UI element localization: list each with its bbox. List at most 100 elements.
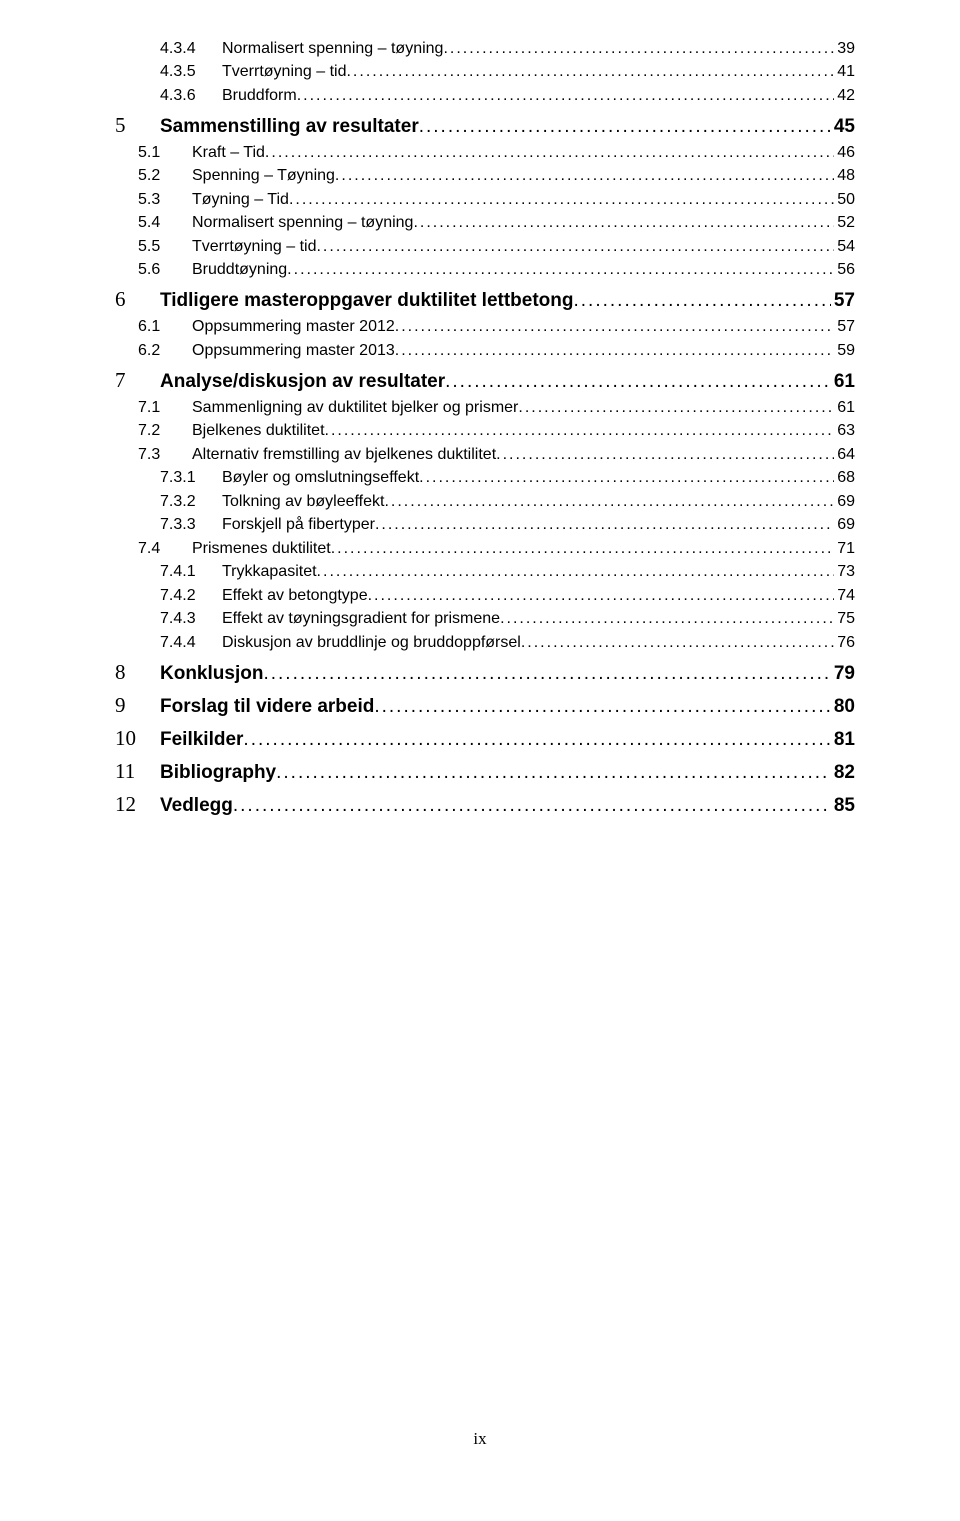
toc-entry-title: Kraft – Tid bbox=[192, 144, 265, 162]
toc-entry-title: Bruddform bbox=[222, 87, 297, 105]
toc-entry-page: 41 bbox=[834, 63, 855, 81]
toc-entry: 4.3.5Tverrtøyning – tid 41 bbox=[115, 63, 855, 81]
toc-entry-number: 10 bbox=[115, 726, 160, 751]
toc-leader-dots bbox=[496, 446, 834, 464]
toc-entry-page: 73 bbox=[834, 563, 855, 581]
toc-entry-title: Konklusjon bbox=[160, 663, 263, 685]
toc-entry: 7.4.3Effekt av tøyningsgradient for pris… bbox=[115, 610, 855, 628]
toc-entry: 5.3Tøyning – Tid 50 bbox=[115, 191, 855, 209]
toc-entry-page: 75 bbox=[834, 610, 855, 628]
toc-entry-title: Prismenes duktilitet bbox=[192, 540, 331, 558]
toc-entry: 7.3.1Bøyler og omslutningseffekt 68 bbox=[115, 469, 855, 487]
toc-entry-page: 57 bbox=[834, 318, 855, 336]
toc-entry-page: 69 bbox=[834, 493, 855, 511]
toc-entry-number: 6 bbox=[115, 287, 160, 312]
toc-entry-page: 54 bbox=[834, 238, 855, 256]
toc-entry-number: 4.3.5 bbox=[160, 63, 222, 81]
toc-entry-title: Tøyning – Tid bbox=[192, 191, 289, 209]
toc-leader-dots bbox=[289, 191, 834, 209]
toc-entry: 4.3.6Bruddform 42 bbox=[115, 87, 855, 105]
toc-entry: 5.2Spenning – Tøyning 48 bbox=[115, 167, 855, 185]
toc-entry-page: 68 bbox=[834, 469, 855, 487]
toc-entry: 7.3Alternativ fremstilling av bjelkenes … bbox=[115, 446, 855, 464]
toc-leader-dots bbox=[263, 663, 830, 685]
toc-entry-number: 12 bbox=[115, 792, 160, 817]
toc-entry-number: 7.3.2 bbox=[160, 493, 222, 511]
toc-leader-dots bbox=[375, 516, 834, 534]
toc-entry: 10Feilkilder 81 bbox=[115, 726, 855, 751]
toc-entry: 6.1Oppsummering master 2012 57 bbox=[115, 318, 855, 336]
toc-entry-number: 5.6 bbox=[138, 261, 192, 279]
toc-entry-page: 59 bbox=[834, 342, 855, 360]
toc-entry-number: 7.4 bbox=[138, 540, 192, 558]
toc-entry-title: Tverrtøyning – tid bbox=[192, 238, 316, 256]
toc-entry-page: 45 bbox=[831, 116, 855, 138]
toc-entry-title: Forslag til videre arbeid bbox=[160, 696, 374, 718]
toc-entry-title: Tolkning av bøyleeffekt bbox=[222, 493, 384, 511]
toc-entry-page: 76 bbox=[834, 634, 855, 652]
toc-leader-dots bbox=[297, 87, 835, 105]
toc-entry-page: 56 bbox=[834, 261, 855, 279]
toc-entry-number: 7.4.4 bbox=[160, 634, 222, 652]
toc-entry-page: 50 bbox=[834, 191, 855, 209]
toc-entry-number: 7.4.2 bbox=[160, 587, 222, 605]
toc-entry-page: 82 bbox=[831, 762, 855, 784]
toc-entry: 5.5Tverrtøyning – tid 54 bbox=[115, 238, 855, 256]
toc-entry-title: Spenning – Tøyning bbox=[192, 167, 335, 185]
toc-entry-title: Bøyler og omslutningseffekt bbox=[222, 469, 419, 487]
toc-leader-dots bbox=[368, 587, 835, 605]
toc-entry-page: 63 bbox=[834, 422, 855, 440]
toc-entry: 11Bibliography 82 bbox=[115, 759, 855, 784]
toc-leader-dots bbox=[346, 63, 834, 81]
toc-entry-title: Analyse/diskusjon av resultater bbox=[160, 371, 445, 393]
toc-entry-page: 57 bbox=[831, 290, 855, 312]
toc-entry-title: Trykkapasitet bbox=[222, 563, 317, 581]
toc-entry: 7.3.2Tolkning av bøyleeffekt 69 bbox=[115, 493, 855, 511]
toc-entry-number: 5 bbox=[115, 113, 160, 138]
toc-entry: 5Sammenstilling av resultater 45 bbox=[115, 113, 855, 138]
toc-entry-title: Bruddtøyning bbox=[192, 261, 287, 279]
toc-entry: 6.2Oppsummering master 2013 59 bbox=[115, 342, 855, 360]
toc-entry-title: Tidligere masteroppgaver duktilitet lett… bbox=[160, 290, 574, 312]
toc-leader-dots bbox=[419, 116, 831, 138]
toc-entry: 4.3.4Normalisert spenning – tøyning 39 bbox=[115, 40, 855, 58]
toc-entry-title: Tverrtøyning – tid bbox=[222, 63, 346, 81]
toc-entry-page: 52 bbox=[834, 214, 855, 232]
toc-entry-page: 46 bbox=[834, 144, 855, 162]
toc-entry: 6Tidligere masteroppgaver duktilitet let… bbox=[115, 287, 855, 312]
toc-entry-title: Vedlegg bbox=[160, 795, 233, 817]
toc-entry-title: Sammenligning av duktilitet bjelker og p… bbox=[192, 399, 518, 417]
toc-entry-title: Oppsummering master 2012 bbox=[192, 318, 395, 336]
toc-entry-title: Sammenstilling av resultater bbox=[160, 116, 419, 138]
page-container: 4.3.4Normalisert spenning – tøyning 39 4.… bbox=[0, 0, 960, 1521]
toc-leader-dots bbox=[445, 371, 831, 393]
toc-entry-number: 8 bbox=[115, 660, 160, 685]
toc-leader-dots bbox=[316, 238, 834, 256]
toc-leader-dots bbox=[317, 563, 835, 581]
toc-entry-title: Effekt av betongtype bbox=[222, 587, 368, 605]
toc-entry-number: 7.3.3 bbox=[160, 516, 222, 534]
toc-entry-page: 61 bbox=[834, 399, 855, 417]
toc-entry-number: 5.5 bbox=[138, 238, 192, 256]
toc-leader-dots bbox=[395, 318, 834, 336]
toc-entry-page: 42 bbox=[834, 87, 855, 105]
toc-leader-dots bbox=[419, 469, 834, 487]
toc-entry-title: Normalisert spenning – tøyning bbox=[192, 214, 413, 232]
toc-leader-dots bbox=[276, 762, 831, 784]
toc-entry-title: Forskjell på fibertyper bbox=[222, 516, 375, 534]
toc-entry: 7.4.4Diskusjon av bruddlinje og bruddopp… bbox=[115, 634, 855, 652]
table-of-contents: 4.3.4Normalisert spenning – tøyning 39 4.… bbox=[115, 40, 855, 817]
toc-leader-dots bbox=[233, 795, 831, 817]
toc-entry-page: 71 bbox=[834, 540, 855, 558]
toc-entry-number: 7.3.1 bbox=[160, 469, 222, 487]
toc-entry: 5.1Kraft – Tid 46 bbox=[115, 144, 855, 162]
toc-entry-number: 11 bbox=[115, 759, 160, 784]
page-number-footer: ix bbox=[0, 1429, 960, 1449]
toc-entry-number: 9 bbox=[115, 693, 160, 718]
toc-leader-dots bbox=[574, 290, 831, 312]
toc-entry: 5.6Bruddtøyning 56 bbox=[115, 261, 855, 279]
toc-entry: 8Konklusjon 79 bbox=[115, 660, 855, 685]
toc-entry-number: 7.4.1 bbox=[160, 563, 222, 581]
toc-leader-dots bbox=[265, 144, 834, 162]
toc-entry-page: 69 bbox=[834, 516, 855, 534]
